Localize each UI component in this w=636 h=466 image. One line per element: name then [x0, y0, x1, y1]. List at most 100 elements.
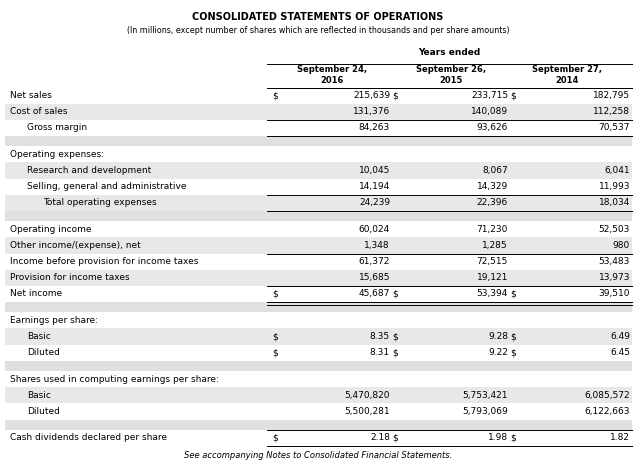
Text: 18,034: 18,034 — [598, 199, 630, 207]
Text: 24,239: 24,239 — [359, 199, 390, 207]
Text: 182,795: 182,795 — [593, 91, 630, 100]
Text: 6,122,663: 6,122,663 — [584, 407, 630, 416]
Text: Years ended: Years ended — [418, 48, 481, 57]
Text: 6.49: 6.49 — [610, 332, 630, 341]
Text: 233,715: 233,715 — [471, 91, 508, 100]
Text: 13,973: 13,973 — [598, 274, 630, 282]
Text: 19,121: 19,121 — [476, 274, 508, 282]
Text: 2.18: 2.18 — [370, 433, 390, 442]
Text: 215,639: 215,639 — [353, 91, 390, 100]
Text: 140,089: 140,089 — [471, 107, 508, 116]
Text: Basic: Basic — [27, 391, 51, 400]
Text: Basic: Basic — [27, 332, 51, 341]
Text: 10,045: 10,045 — [359, 166, 390, 175]
Text: 131,376: 131,376 — [353, 107, 390, 116]
Text: 15,685: 15,685 — [359, 274, 390, 282]
Bar — [5, 286, 632, 302]
Text: $: $ — [392, 348, 398, 357]
Text: Total operating expenses: Total operating expenses — [43, 199, 156, 207]
Text: 72,515: 72,515 — [476, 257, 508, 266]
Text: September 27,
2014: September 27, 2014 — [532, 64, 602, 85]
Text: 980: 980 — [612, 241, 630, 250]
Text: CONSOLIDATED STATEMENTS OF OPERATIONS: CONSOLIDATED STATEMENTS OF OPERATIONS — [192, 12, 444, 22]
Text: $: $ — [510, 433, 516, 442]
Text: 52,503: 52,503 — [598, 225, 630, 234]
Text: Selling, general and administrative: Selling, general and administrative — [27, 182, 186, 191]
Text: 39,510: 39,510 — [598, 289, 630, 299]
Text: Income before provision for income taxes: Income before provision for income taxes — [10, 257, 198, 266]
Text: 8.31: 8.31 — [370, 348, 390, 357]
Bar — [5, 146, 632, 163]
Text: $: $ — [272, 348, 278, 357]
Text: Provision for income taxes: Provision for income taxes — [10, 274, 130, 282]
Bar — [5, 120, 632, 136]
Bar — [5, 254, 632, 270]
Text: See accompanying Notes to Consolidated Financial Statements.: See accompanying Notes to Consolidated F… — [184, 452, 452, 460]
Text: 22,396: 22,396 — [477, 199, 508, 207]
Bar — [5, 195, 632, 211]
Text: $: $ — [272, 289, 278, 299]
Bar — [5, 103, 632, 120]
Text: $: $ — [272, 332, 278, 341]
Text: Earnings per share:: Earnings per share: — [10, 316, 98, 325]
Text: 14,329: 14,329 — [477, 182, 508, 191]
Text: Diluted: Diluted — [27, 407, 60, 416]
Bar — [5, 371, 632, 387]
Bar — [5, 136, 632, 146]
Bar — [5, 237, 632, 254]
Text: Operating expenses:: Operating expenses: — [10, 150, 104, 159]
Bar — [5, 419, 632, 430]
Text: 5,753,421: 5,753,421 — [462, 391, 508, 400]
Text: Net income: Net income — [10, 289, 62, 299]
Text: 6.45: 6.45 — [610, 348, 630, 357]
Bar — [5, 312, 632, 329]
Bar — [5, 329, 632, 345]
Bar — [5, 302, 632, 312]
Text: 5,470,820: 5,470,820 — [345, 391, 390, 400]
Bar — [5, 211, 632, 221]
Text: 11,993: 11,993 — [598, 182, 630, 191]
Text: 45,687: 45,687 — [359, 289, 390, 299]
Text: 71,230: 71,230 — [476, 225, 508, 234]
Text: 6,085,572: 6,085,572 — [584, 391, 630, 400]
Text: 6,041: 6,041 — [604, 166, 630, 175]
Bar — [5, 221, 632, 237]
Text: $: $ — [510, 348, 516, 357]
Text: (In millions, except number of shares which are reflected in thousands and per s: (In millions, except number of shares wh… — [127, 27, 509, 35]
Text: 112,258: 112,258 — [593, 107, 630, 116]
Bar — [5, 270, 632, 286]
Text: $: $ — [272, 91, 278, 100]
Text: 1.82: 1.82 — [610, 433, 630, 442]
Text: 61,372: 61,372 — [359, 257, 390, 266]
Text: $: $ — [510, 91, 516, 100]
Text: $: $ — [510, 289, 516, 299]
Bar — [5, 430, 632, 446]
Text: Other income/(expense), net: Other income/(expense), net — [10, 241, 141, 250]
Text: Cost of sales: Cost of sales — [10, 107, 67, 116]
Text: $: $ — [392, 289, 398, 299]
Text: Cash dividends declared per share: Cash dividends declared per share — [10, 433, 167, 442]
Text: 1,348: 1,348 — [364, 241, 390, 250]
Text: 14,194: 14,194 — [359, 182, 390, 191]
Text: Operating income: Operating income — [10, 225, 92, 234]
Text: 93,626: 93,626 — [476, 123, 508, 132]
Bar — [5, 178, 632, 195]
Bar — [5, 163, 632, 178]
Text: $: $ — [510, 332, 516, 341]
Text: 1.98: 1.98 — [488, 433, 508, 442]
Text: $: $ — [392, 332, 398, 341]
Bar — [5, 88, 632, 103]
Text: 5,500,281: 5,500,281 — [344, 407, 390, 416]
Text: $: $ — [272, 433, 278, 442]
Text: 53,483: 53,483 — [598, 257, 630, 266]
Text: $: $ — [392, 91, 398, 100]
Text: September 26,
2015: September 26, 2015 — [416, 64, 486, 85]
Text: $: $ — [392, 433, 398, 442]
Text: 84,263: 84,263 — [359, 123, 390, 132]
Text: 9.22: 9.22 — [488, 348, 508, 357]
Text: 5,793,069: 5,793,069 — [462, 407, 508, 416]
Text: Net sales: Net sales — [10, 91, 52, 100]
Bar — [5, 361, 632, 371]
Text: Gross margin: Gross margin — [27, 123, 87, 132]
Text: 9.28: 9.28 — [488, 332, 508, 341]
